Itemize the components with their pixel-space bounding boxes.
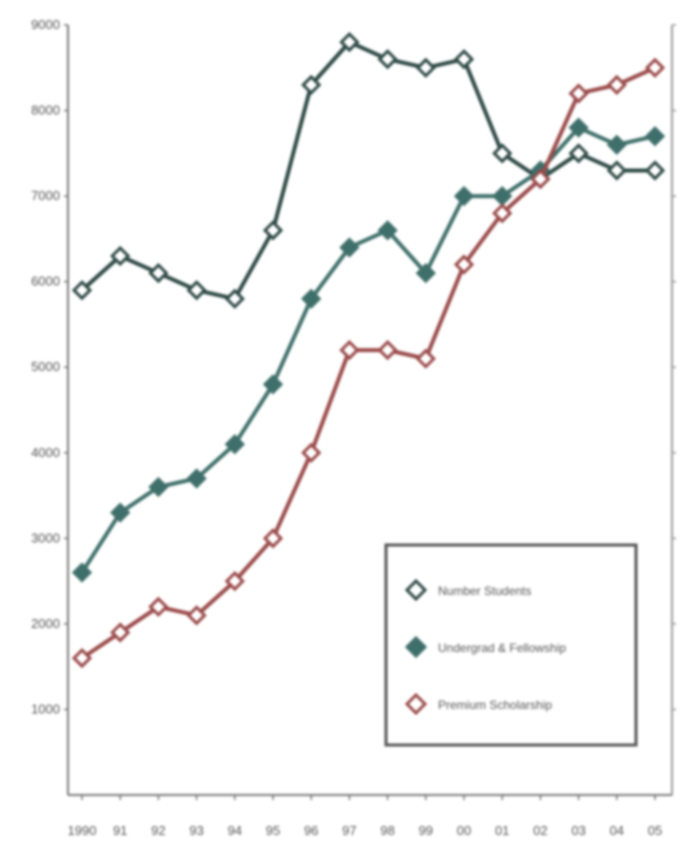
data-point — [606, 134, 627, 155]
series-line — [80, 125, 656, 574]
series-line — [80, 40, 655, 301]
x-tick-label: 94 — [228, 823, 242, 838]
data-point — [224, 288, 245, 309]
y-tick-label: 6000 — [31, 274, 60, 289]
data-point — [453, 185, 475, 207]
data-point — [415, 262, 436, 284]
legend-label: Number Students — [438, 584, 531, 598]
x-tick-label: 00 — [457, 823, 471, 838]
data-point — [262, 220, 284, 241]
y-tick-label: 8000 — [31, 103, 60, 118]
x-tick-label: 91 — [113, 823, 127, 838]
data-point — [339, 31, 360, 53]
series-line — [80, 65, 656, 660]
series-1 — [71, 31, 666, 309]
x-tick-label: 01 — [495, 823, 509, 838]
data-point — [568, 117, 589, 138]
data-point — [301, 442, 322, 463]
data-point — [224, 434, 245, 455]
chart-series — [71, 31, 666, 669]
data-point — [606, 74, 627, 96]
data-point — [377, 220, 398, 241]
data-point — [453, 49, 475, 70]
x-tick-label: 99 — [419, 823, 433, 838]
y-tick-label: 1000 — [31, 701, 60, 716]
data-point — [148, 596, 169, 617]
data-point — [71, 647, 93, 669]
y-tick-label: 7000 — [31, 188, 60, 203]
x-tick-label: 04 — [610, 823, 624, 838]
data-point — [110, 245, 131, 267]
data-point — [186, 280, 207, 301]
data-point — [415, 348, 436, 369]
x-tick-label: 97 — [342, 823, 356, 838]
series-3 — [71, 57, 666, 669]
data-point — [262, 528, 284, 549]
data-point — [186, 468, 207, 489]
data-point — [110, 622, 131, 643]
x-tick-label: 93 — [189, 823, 203, 838]
y-tick-label: 9000 — [31, 17, 60, 32]
data-point — [644, 126, 666, 147]
data-point — [568, 143, 589, 164]
data-point — [453, 254, 475, 275]
data-point — [377, 339, 398, 361]
data-point — [492, 203, 513, 224]
data-point — [224, 570, 245, 592]
legend-marker — [404, 635, 428, 659]
x-tick-label: 95 — [266, 823, 280, 838]
data-point — [530, 168, 551, 190]
x-tick-label: 05 — [648, 823, 662, 838]
data-point — [339, 237, 360, 258]
data-point — [568, 83, 589, 104]
data-point — [110, 502, 131, 523]
data-point — [148, 476, 169, 498]
data-point — [71, 562, 93, 583]
x-tick-label: 92 — [151, 823, 165, 838]
x-tick-label: 03 — [571, 823, 585, 838]
data-point — [262, 374, 284, 395]
x-tick-label: 98 — [380, 823, 394, 838]
legend-label: Undergrad & Fellowship — [438, 641, 566, 655]
x-tick-label: 1990 — [68, 823, 97, 838]
data-point — [644, 160, 666, 181]
data-point — [606, 160, 627, 181]
data-point — [148, 262, 169, 284]
data-point — [415, 57, 436, 78]
legend-label: Premium Scholarship — [438, 698, 552, 712]
chart-axes — [67, 25, 673, 796]
legend-box — [384, 543, 638, 747]
data-point — [186, 605, 207, 626]
y-tick-label: 5000 — [31, 359, 60, 374]
data-point — [377, 49, 398, 70]
legend-marker — [404, 578, 428, 602]
data-point — [644, 57, 666, 78]
data-point — [339, 339, 360, 361]
legend-marker — [404, 692, 428, 716]
series-2 — [71, 117, 666, 583]
data-point — [301, 74, 322, 96]
y-tick-label: 3000 — [31, 530, 60, 545]
data-point — [492, 143, 513, 164]
x-tick-label: 02 — [533, 823, 547, 838]
y-tick-label: 4000 — [31, 445, 60, 460]
chart-ticks: 9000 8000 7000 6000 5000 4000 3000 2000 1000 1990… — [31, 17, 676, 838]
chart-legend: Number Students Undergrad & Fellowship Pre… — [384, 543, 638, 747]
x-tick-label: 96 — [304, 823, 318, 838]
y-tick-label: 2000 — [31, 616, 60, 631]
data-point — [301, 288, 322, 309]
data-point — [71, 280, 93, 301]
